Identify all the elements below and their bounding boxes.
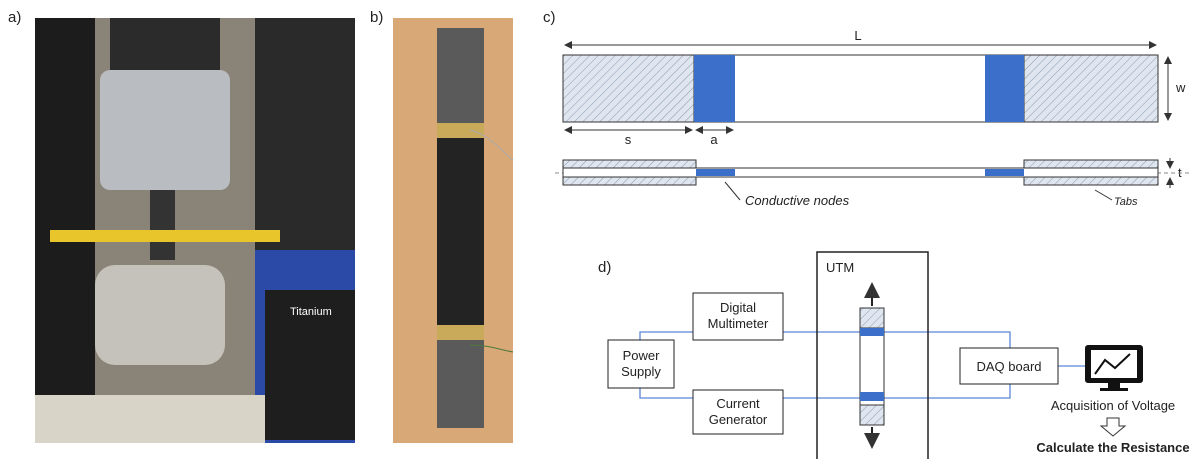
annotation: Tabs	[1114, 196, 1138, 208]
utm-specimen	[860, 284, 884, 447]
box-label-line: Generator	[709, 412, 768, 427]
photo-b	[393, 18, 513, 443]
annotation: Conductive nodes	[745, 193, 850, 208]
arrow	[1101, 418, 1125, 436]
panel-label: c)	[543, 9, 556, 26]
panel-label: a)	[8, 9, 21, 26]
panel-label: b)	[370, 9, 383, 26]
result-label: Calculate the Resistance	[1036, 440, 1189, 455]
box-label-line: Power	[623, 348, 661, 363]
dim-label: a	[710, 132, 718, 147]
box-label-line: Multimeter	[708, 316, 769, 331]
dim-label: w	[1175, 80, 1186, 95]
brand-label: Titanium	[290, 306, 332, 318]
box-label-line: Digital	[720, 300, 756, 315]
panel-label: d)	[598, 259, 611, 276]
box-label-line: Supply	[621, 364, 661, 379]
specimen-top	[563, 55, 1158, 122]
monitor-icon	[1085, 345, 1143, 391]
box-label-line: Current	[716, 396, 760, 411]
figure: Titanium a) b) c) d) L w s a t Conductiv…	[0, 0, 1198, 459]
dim-label: L	[854, 28, 861, 43]
photo-a: Titanium	[35, 18, 355, 443]
box-label: DAQ board	[976, 359, 1041, 374]
box-label: UTM	[826, 260, 854, 275]
annotation: Acquisition of Voltage	[1051, 398, 1175, 413]
specimen-side	[555, 160, 1190, 185]
dim-label: s	[625, 132, 632, 147]
